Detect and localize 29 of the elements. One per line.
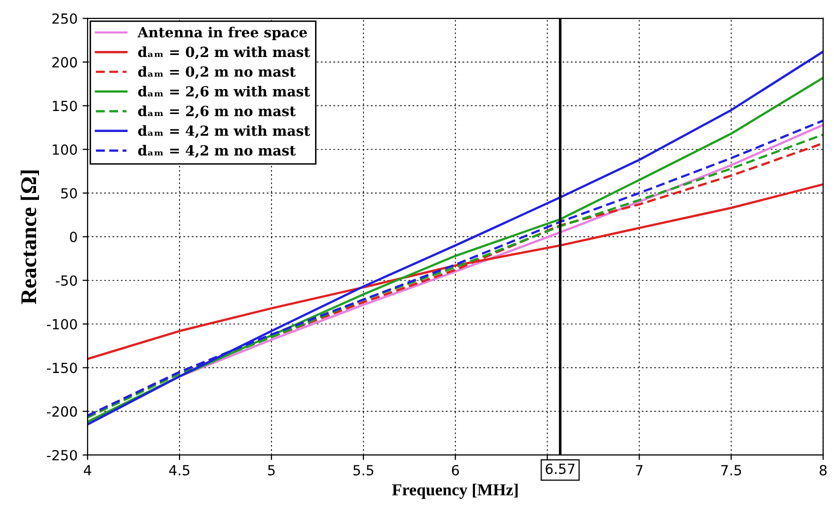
y-tick-label: -250 <box>47 450 77 460</box>
x-axis-title: Frequency [MHz] <box>392 484 518 499</box>
y-tick-label: -50 <box>56 275 77 286</box>
x-tick-label: 6 <box>452 464 459 476</box>
legend-label: dₐₘ = 0,2 m with mast <box>138 46 310 60</box>
y-tick-label: 0 <box>70 232 77 242</box>
y-tick-label: 100 <box>52 144 77 155</box>
x-tick-label: 5 <box>268 465 275 476</box>
legend-label: dₐₘ = 2,6 m no mast <box>138 106 296 118</box>
y-tick-label: 50 <box>61 188 77 199</box>
x-tick-label: 8 <box>820 464 827 476</box>
y-tick-label: -100 <box>47 318 77 330</box>
legend-label: dₐₘ = 4,2 m no mast <box>138 144 296 158</box>
y-tick-label: -150 <box>47 362 77 374</box>
x-tick-label: 4.5 <box>169 465 190 476</box>
x-tick-label: 4 <box>84 465 92 476</box>
ref-line-label: 6.57 <box>546 464 574 474</box>
x-tick-label: 7 <box>636 465 642 476</box>
legend-label: dₐₘ = 4,2 m with mast <box>138 125 310 138</box>
y-tick-label: 200 <box>52 57 77 68</box>
legend-label: dₐₘ = 2,6 m with mast <box>138 86 310 99</box>
y-tick-label: 150 <box>52 100 77 112</box>
y-tick-label: -200 <box>47 406 77 417</box>
x-tick-label: 5.5 <box>353 465 374 476</box>
x-tick-label: 7.5 <box>721 465 742 476</box>
legend-label: dₐₘ = 0,2 m no mast <box>138 66 296 79</box>
y-axis-title: Reactance [Ω] <box>20 170 40 304</box>
legend-label: Antenna in free space <box>137 26 307 40</box>
y-tick-label: 250 <box>52 13 77 24</box>
